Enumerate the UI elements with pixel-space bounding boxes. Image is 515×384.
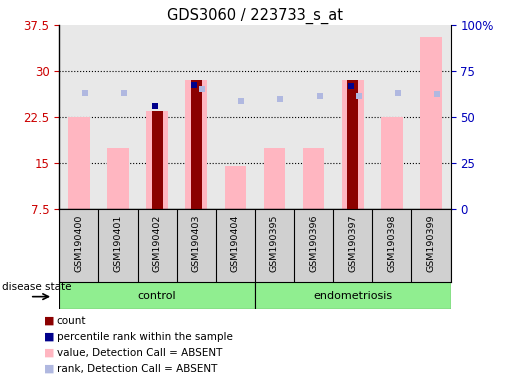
Bar <box>107 148 129 209</box>
Text: disease state: disease state <box>2 282 71 292</box>
Bar <box>68 117 90 209</box>
Bar <box>347 80 358 209</box>
Bar <box>151 111 163 209</box>
Text: GSM190403: GSM190403 <box>192 214 201 272</box>
Text: value, Detection Call = ABSENT: value, Detection Call = ABSENT <box>57 348 222 358</box>
Text: GSM190404: GSM190404 <box>231 214 240 272</box>
Text: GSM190397: GSM190397 <box>348 214 357 272</box>
Bar <box>185 80 207 209</box>
Bar <box>342 80 364 209</box>
Bar <box>59 282 255 309</box>
Text: count: count <box>57 316 86 326</box>
Text: rank, Detection Call = ABSENT: rank, Detection Call = ABSENT <box>57 364 217 374</box>
Text: GSM190401: GSM190401 <box>113 214 123 272</box>
Text: GSM190398: GSM190398 <box>387 214 397 272</box>
Text: GSM190396: GSM190396 <box>309 214 318 272</box>
Bar <box>191 80 202 209</box>
Text: percentile rank within the sample: percentile rank within the sample <box>57 332 233 342</box>
Bar <box>225 166 246 209</box>
Text: GSM190402: GSM190402 <box>152 214 162 272</box>
Title: GDS3060 / 223733_s_at: GDS3060 / 223733_s_at <box>167 7 343 23</box>
Text: control: control <box>138 291 176 301</box>
Text: ■: ■ <box>44 348 54 358</box>
Text: GSM190400: GSM190400 <box>74 214 83 272</box>
Text: GSM190395: GSM190395 <box>270 214 279 272</box>
Bar <box>264 148 285 209</box>
Text: ■: ■ <box>44 364 54 374</box>
Text: ■: ■ <box>44 316 54 326</box>
Bar <box>381 117 403 209</box>
Text: ■: ■ <box>44 332 54 342</box>
Bar <box>420 37 442 209</box>
Bar <box>146 111 168 209</box>
Bar <box>303 148 324 209</box>
Bar <box>255 282 451 309</box>
Text: GSM190399: GSM190399 <box>426 214 436 272</box>
Text: endometriosis: endometriosis <box>313 291 392 301</box>
